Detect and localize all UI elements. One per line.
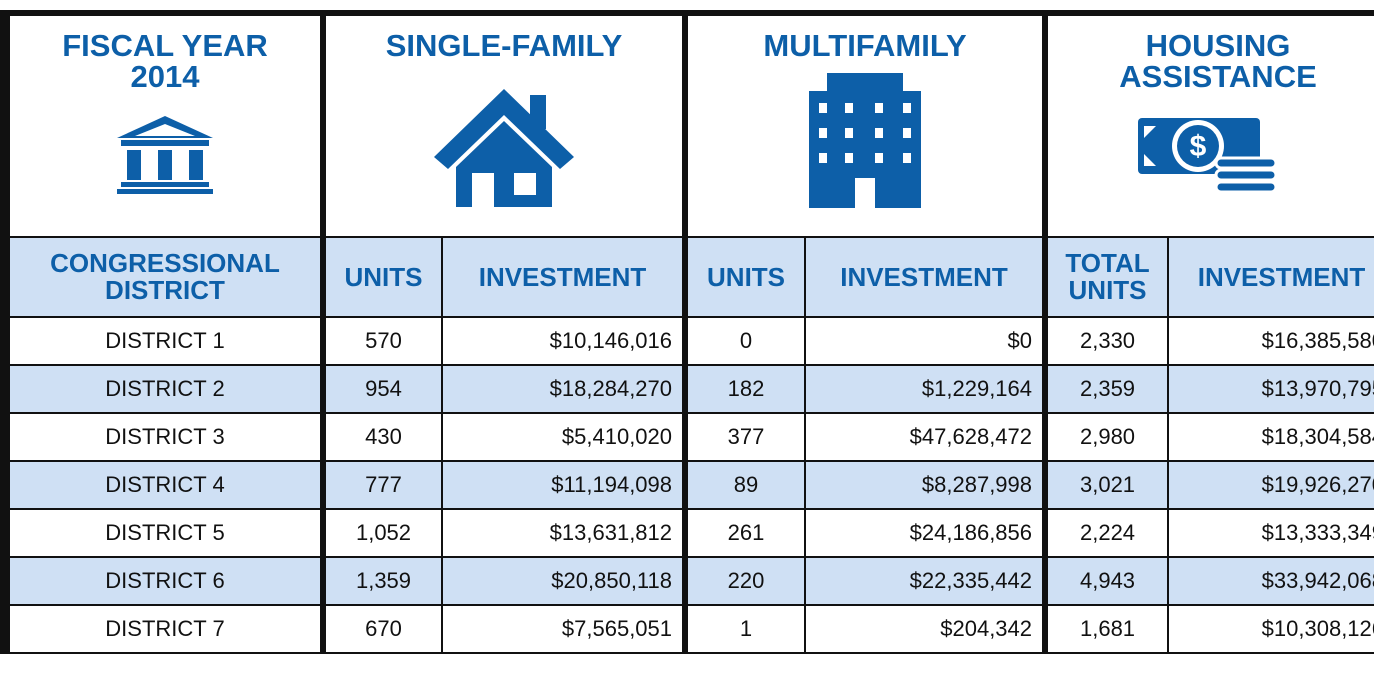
table-row: DISTRICT 3 430 $5,410,020 377 $47,628,472 2,9… [0, 412, 1374, 462]
table-cell: DISTRICT 5 [0, 508, 324, 558]
table-cell: $0 [804, 316, 1047, 366]
group-title: SINGLE-FAMILY [385, 28, 623, 63]
table-row: DISTRICT 4 777 $11,194,098 89 $8,287,998 3,02… [0, 460, 1374, 510]
table-cell: 1,681 [1042, 604, 1170, 654]
table-cell: $18,284,270 [440, 364, 687, 414]
table-cell: $19,926,270 [1167, 460, 1374, 510]
table-cell: DISTRICT 3 [0, 412, 324, 462]
table-cell: DISTRICT 2 [0, 364, 324, 414]
table-cell: 4,943 [1042, 556, 1170, 606]
table-cell: $24,186,856 [804, 508, 1047, 558]
housing-table: FISCAL YEAR 2014 SINGLE-FAMILY MULTIFAMI… [0, 10, 1374, 654]
svg-text:$: $ [1190, 130, 1207, 163]
column-header: INVESTMENT [440, 236, 687, 318]
table-cell: $13,631,812 [440, 508, 687, 558]
table-cell: DISTRICT 6 [0, 556, 324, 606]
group-cell: HOUSING ASSISTANCE $ [1042, 10, 1374, 238]
table-cell: 182 [682, 364, 807, 414]
table-cell: 220 [682, 556, 807, 606]
group-header-row: FISCAL YEAR 2014 SINGLE-FAMILY MULTIFAMI… [0, 10, 1374, 238]
column-header-row: CONGRESSIONAL DISTRICT UNITS INVESTMENT UNI… [0, 236, 1374, 318]
table-cell: 570 [320, 316, 443, 366]
building-icon [809, 73, 922, 208]
table-cell: $8,287,998 [804, 460, 1047, 510]
table-cell: $10,308,126 [1167, 604, 1374, 654]
column-header: UNITS [682, 236, 807, 318]
table-cell: 2,224 [1042, 508, 1170, 558]
table-cell: 1,359 [320, 556, 443, 606]
table-cell: $16,385,580 [1167, 316, 1374, 366]
table-cell: $22,335,442 [804, 556, 1047, 606]
table-row: DISTRICT 7 670 $7,565,051 1 $204,342 1,681 $10… [0, 604, 1374, 654]
table-cell: $204,342 [804, 604, 1047, 654]
table-cell: 0 [682, 316, 807, 366]
group-cell: SINGLE-FAMILY [319, 10, 687, 238]
table-cell: 1 [682, 604, 807, 654]
bank-icon [117, 116, 213, 194]
group-title: MULTIFAMILY [763, 28, 967, 63]
table-row: DISTRICT 6 1,359 $20,850,118 220 $22,335,442… [0, 556, 1374, 606]
group-title: HOUSING ASSISTANCE [1119, 28, 1317, 94]
table-cell: 89 [682, 460, 807, 510]
table-cell: DISTRICT 4 [0, 460, 324, 510]
column-header: INVESTMENT [1167, 236, 1374, 318]
table-cell: $33,942,068 [1167, 556, 1374, 606]
table-cell: 2,359 [1042, 364, 1170, 414]
table-cell: 954 [320, 364, 443, 414]
table-cell: $13,970,795 [1167, 364, 1374, 414]
table-cell: 2,330 [1042, 316, 1170, 366]
house-icon [434, 89, 574, 207]
group-cell: MULTIFAMILY [682, 10, 1047, 238]
table-cell: 261 [682, 508, 807, 558]
group-cell: FISCAL YEAR 2014 [0, 10, 324, 238]
table-cell: $5,410,020 [440, 412, 687, 462]
table-cell: DISTRICT 1 [0, 316, 324, 366]
table-cell: 2,980 [1042, 412, 1170, 462]
group-title: FISCAL YEAR 2014 [62, 28, 268, 94]
column-header: INVESTMENT [804, 236, 1047, 318]
table-cell: $18,304,584 [1167, 412, 1374, 462]
table-row: DISTRICT 1 570 $10,146,016 0 $0 2,330 $16,385,… [0, 316, 1374, 366]
table-cell: 777 [320, 460, 443, 510]
table-row: DISTRICT 2 954 $18,284,270 182 $1,229,164 2,3… [0, 364, 1374, 414]
table-cell: $1,229,164 [804, 364, 1047, 414]
column-header: CONGRESSIONAL DISTRICT [0, 236, 324, 318]
table-cell: $13,333,349 [1167, 508, 1374, 558]
money-icon: $ [1138, 118, 1278, 194]
table-cell: $7,565,051 [440, 604, 687, 654]
table-cell: 430 [320, 412, 443, 462]
table-cell: 3,021 [1042, 460, 1170, 510]
table-cell: 670 [320, 604, 443, 654]
table-row: DISTRICT 5 1,052 $13,631,812 261 $24,186,856… [0, 508, 1374, 558]
table-cell: $20,850,118 [440, 556, 687, 606]
column-header: UNITS [320, 236, 443, 318]
table-cell: $10,146,016 [440, 316, 687, 366]
table-cell: DISTRICT 7 [0, 604, 324, 654]
column-header: TOTAL UNITS [1042, 236, 1170, 318]
table-cell: $47,628,472 [804, 412, 1047, 462]
table-cell: 377 [682, 412, 807, 462]
table-cell: 1,052 [320, 508, 443, 558]
table-cell: $11,194,098 [440, 460, 687, 510]
